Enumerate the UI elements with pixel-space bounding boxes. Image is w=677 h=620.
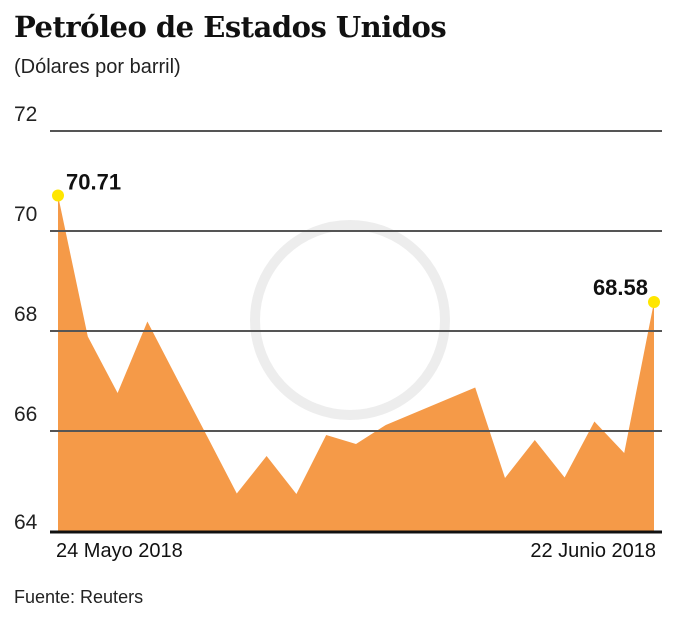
chart-subtitle: (Dólares por barril) <box>14 56 181 78</box>
x-label-start: 24 Mayo 2018 <box>56 540 183 562</box>
chart-title: Petróleo de Estados Unidos <box>14 10 447 44</box>
data-point-marker <box>648 296 660 308</box>
data-point-marker <box>52 189 64 202</box>
y-tick-label: 64 <box>14 511 38 534</box>
y-tick-label: 70 <box>14 203 37 226</box>
area-series <box>58 195 654 531</box>
x-label-end: 22 Junio 2018 <box>530 540 656 562</box>
y-tick-label: 72 <box>14 103 37 126</box>
data-label: 68.58 <box>593 275 648 300</box>
source-note: Fuente: Reuters <box>14 587 144 607</box>
y-tick-label: 66 <box>14 403 37 426</box>
y-tick-label: 68 <box>14 303 37 326</box>
watermark-emblem <box>250 220 450 420</box>
data-label: 70.71 <box>66 170 121 195</box>
